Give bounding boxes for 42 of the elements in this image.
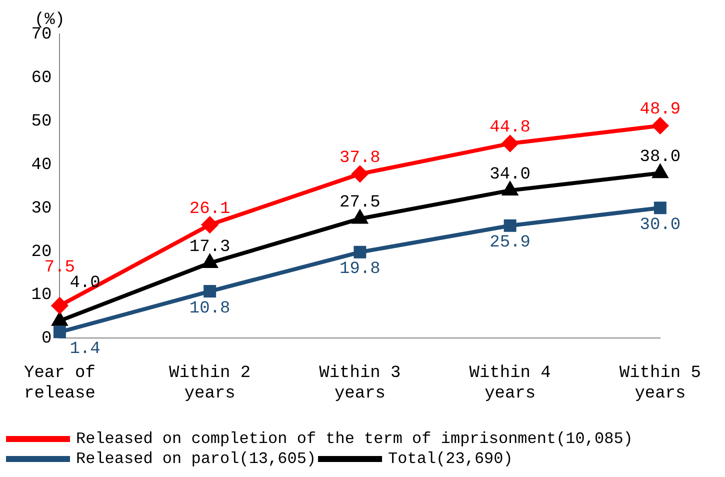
data-label: 37.8 [340,148,380,168]
legend-label: Released on completion of the term of imprisonment(10,085) [76,430,633,448]
data-label: 48.9 [640,100,681,120]
point [502,136,518,152]
x-tick-label: Within 2 years [169,364,251,404]
data-label: 38.0 [640,148,681,168]
point [502,182,518,196]
y-tick-label: 40 [31,156,52,175]
point [204,285,216,298]
point [352,210,368,224]
x-tick-label: Within 4 years [469,364,551,404]
point [52,312,67,326]
point [652,118,668,134]
data-label: 30.0 [640,216,681,235]
point [652,165,668,178]
legend-label: Total(23,690) [388,450,513,468]
data-label: 26.1 [189,200,230,219]
point [202,255,218,268]
data-label: 27.5 [340,194,380,213]
data-label: 1.4 [70,340,100,360]
x-tick-label: Within 3 years [319,364,401,404]
y-tick-label: 60 [31,68,52,88]
y-tick-label: 0 [42,330,52,349]
data-label: 34.0 [490,165,530,184]
legend-label: Released on parol(13,605) [76,450,316,468]
point [53,326,66,338]
data-label: 25.9 [490,234,530,253]
point [352,166,368,182]
x-tick-label: Within 5 years [619,364,702,404]
point [52,298,68,314]
x-tick-label: Year of release [24,364,96,404]
data-label: 44.8 [490,118,530,138]
data-label: 10.8 [189,299,230,318]
point [202,216,218,233]
y-tick-label: 30 [31,199,52,218]
y-tick-label: 50 [31,112,52,132]
point [654,202,666,214]
point [354,246,366,258]
y-tick-label: 10 [31,286,52,306]
point [504,219,516,232]
data-label: 17.3 [189,238,230,258]
data-label: 19.8 [340,260,380,280]
